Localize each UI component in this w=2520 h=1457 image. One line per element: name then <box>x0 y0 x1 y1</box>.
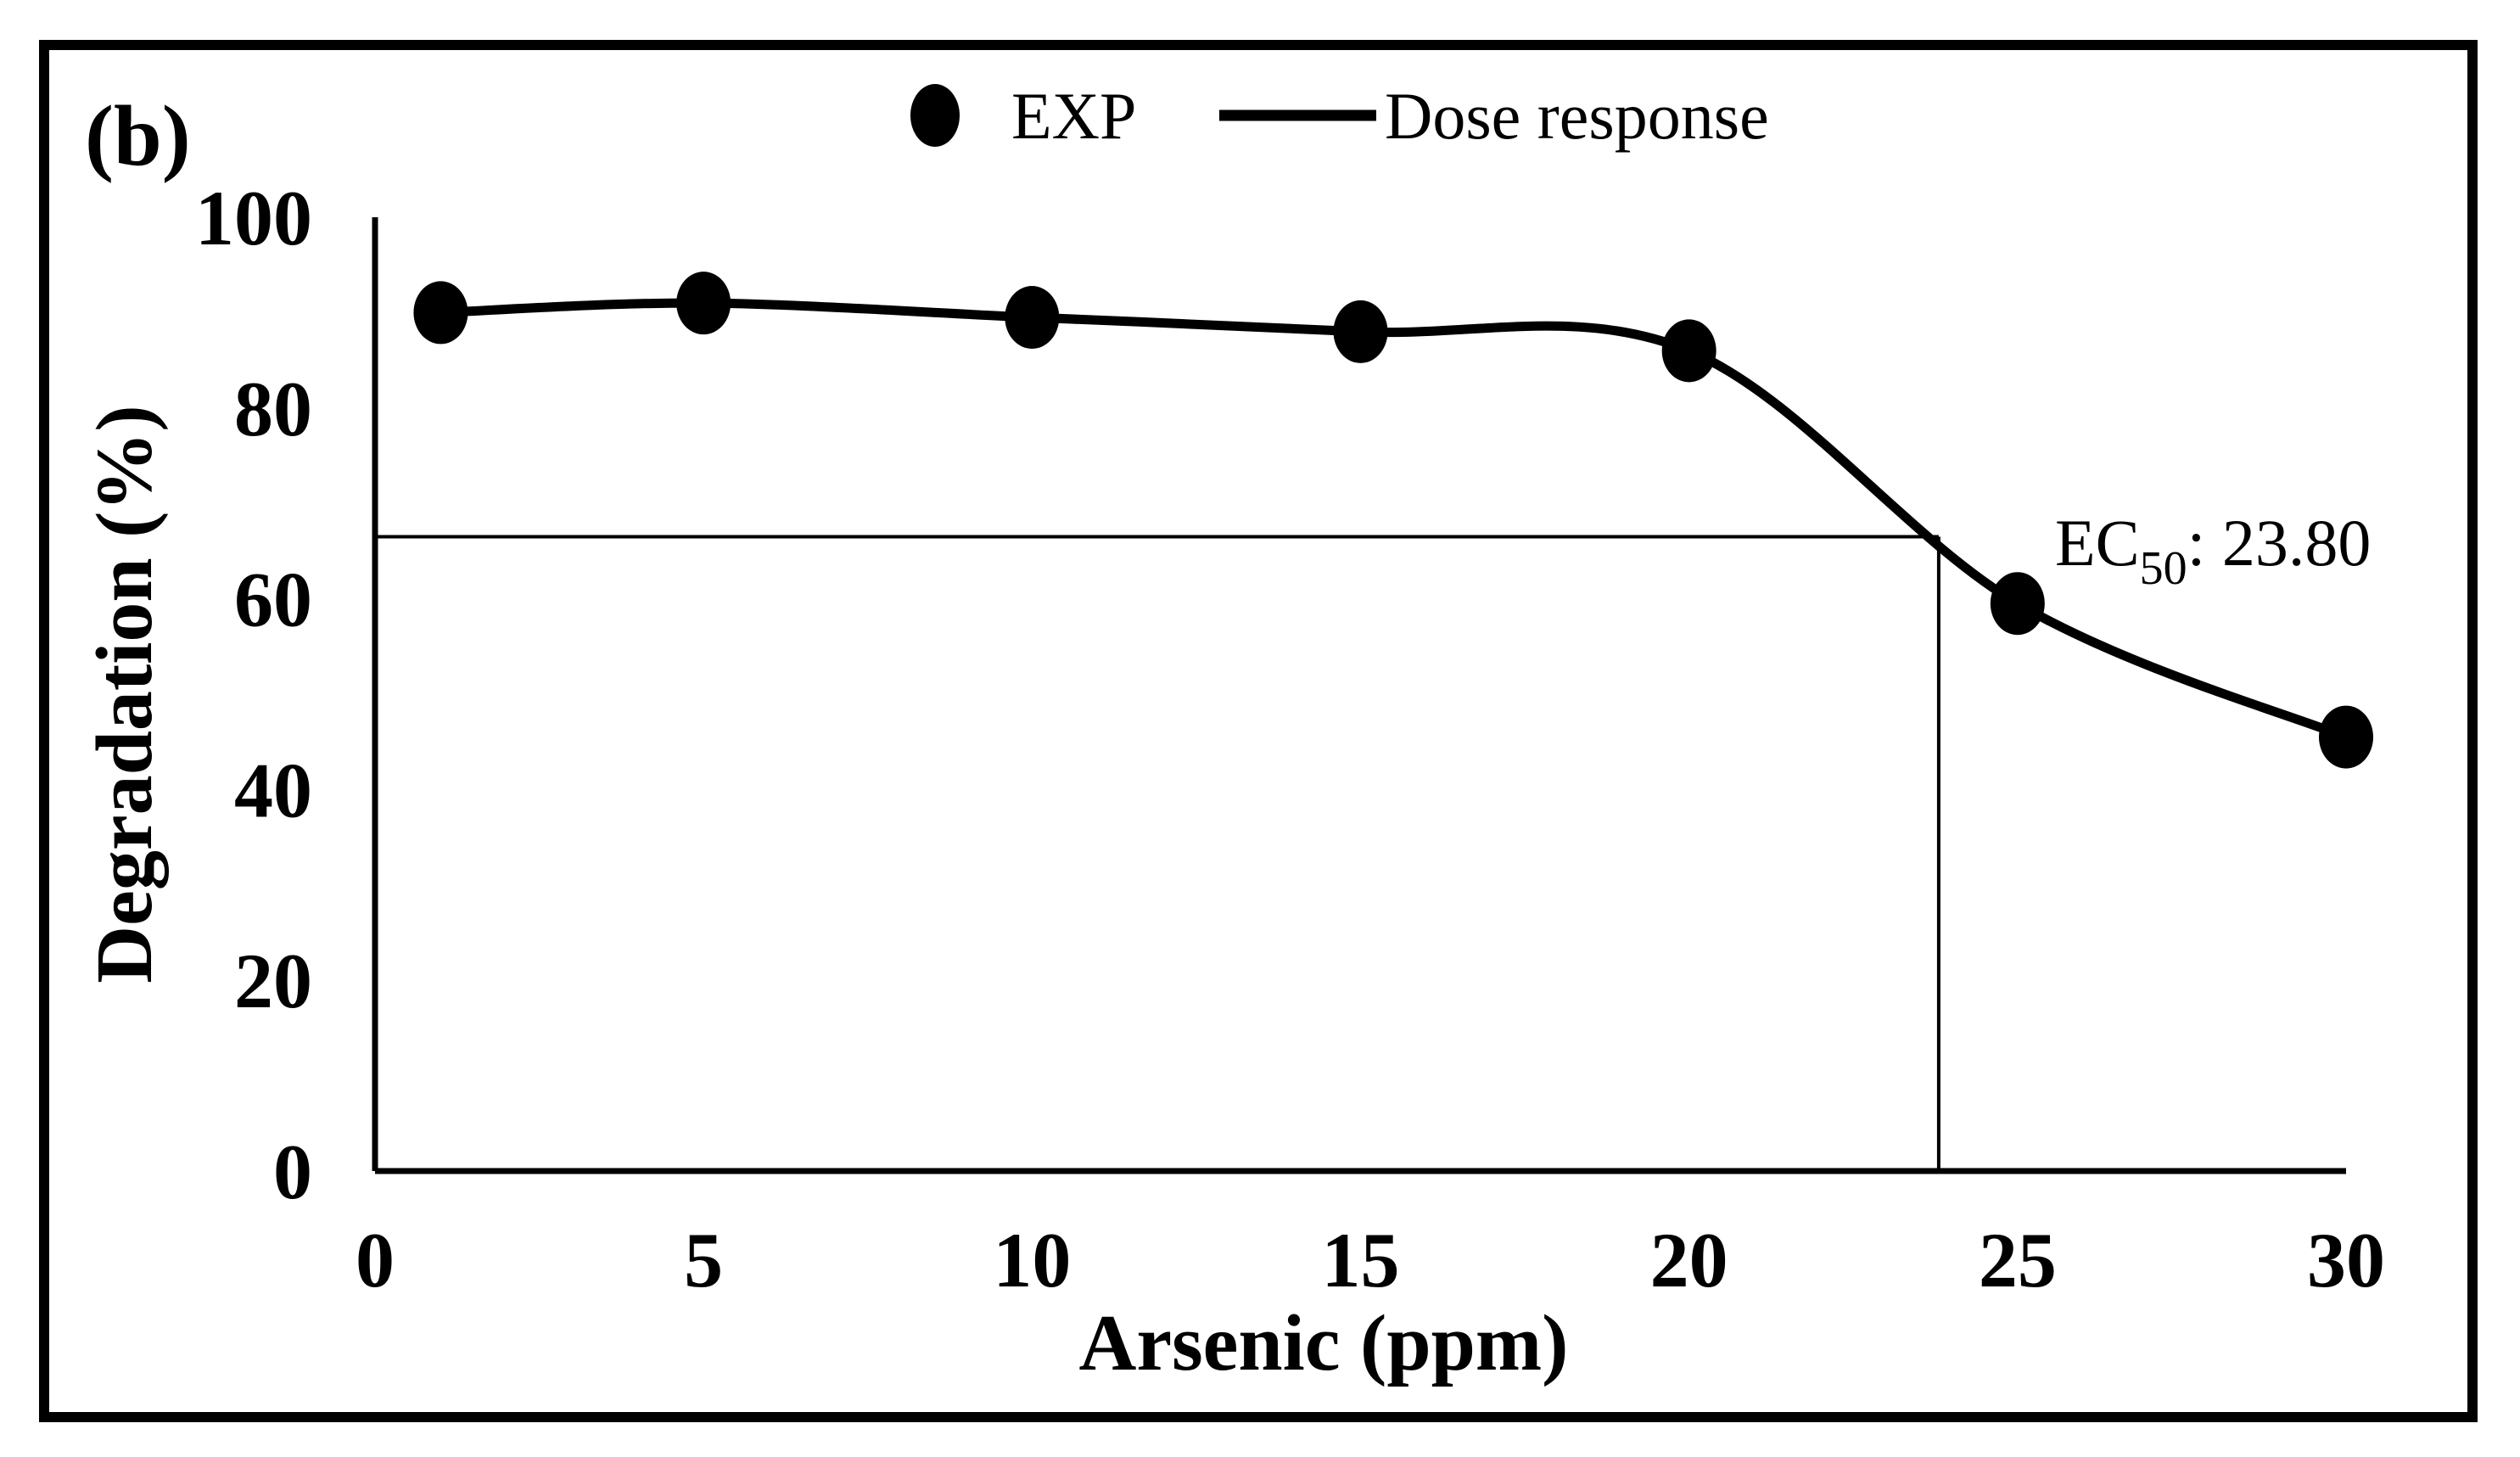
y-tick-label: 20 <box>234 938 312 1024</box>
ec50-annotation-subscript: 50 <box>2140 542 2187 595</box>
exp-data-point <box>1990 572 2045 636</box>
ec50-annotation: EC50: 23.80 <box>2055 506 2371 595</box>
y-tick-label: 40 <box>234 747 312 833</box>
legend: EXP Dose response <box>910 79 1769 153</box>
y-axis-title: Degradation (%) <box>81 405 169 983</box>
y-axis-tick-labels: 0 20 40 60 80 100 <box>195 175 312 1215</box>
y-tick-label: 100 <box>195 175 312 261</box>
x-tick-label: 30 <box>2307 1217 2385 1303</box>
y-tick-label: 0 <box>273 1129 312 1215</box>
x-tick-label: 15 <box>1322 1217 1400 1303</box>
figure-border <box>39 40 2478 1422</box>
exp-data-point <box>1661 319 1716 383</box>
legend-exp-marker-icon <box>910 84 960 147</box>
x-axis-tick-labels: 0 5 10 15 20 25 30 <box>356 1217 2385 1303</box>
exp-data-point <box>2319 705 2373 769</box>
ec50-annotation-base: EC <box>2055 506 2140 580</box>
x-tick-label: 0 <box>356 1217 395 1303</box>
x-axis-title: Arsenic (ppm) <box>1079 1299 1569 1387</box>
y-tick-label: 80 <box>234 366 312 452</box>
exp-data-point <box>1333 300 1388 363</box>
panel-label: (b) <box>85 88 191 184</box>
x-tick-label: 5 <box>684 1217 723 1303</box>
x-tick-label: 25 <box>1979 1217 2057 1303</box>
ec50-annotation-value: : 23.80 <box>2187 506 2372 580</box>
exp-data-markers <box>413 272 2373 769</box>
legend-dose-response-label: Dose response <box>1385 79 1769 153</box>
y-tick-label: 60 <box>234 557 312 643</box>
exp-data-point <box>413 281 468 345</box>
legend-exp-label: EXP <box>1011 79 1136 153</box>
x-tick-label: 10 <box>993 1217 1071 1303</box>
exp-data-point <box>676 272 731 335</box>
x-tick-label: 20 <box>1650 1217 1728 1303</box>
exp-data-point <box>1005 286 1060 350</box>
